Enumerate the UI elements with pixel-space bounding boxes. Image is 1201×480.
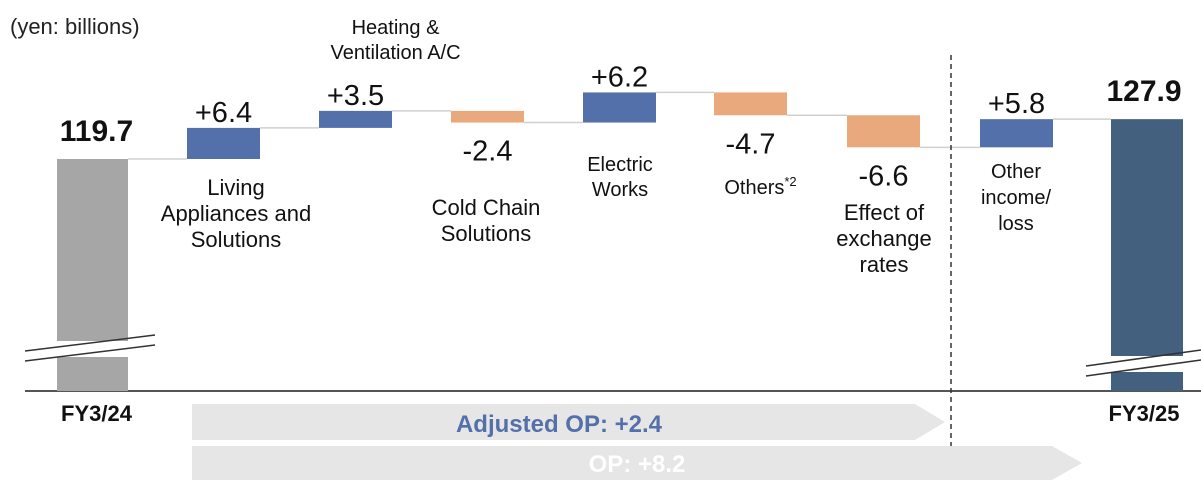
value-label-4: +6.2 — [591, 61, 648, 93]
value-label-3: -2.4 — [463, 136, 513, 168]
bar-step-4 — [583, 92, 656, 123]
value-label-7: +5.8 — [988, 88, 1045, 120]
x-label-end: FY3/25 — [1109, 401, 1180, 426]
category-label-4: Electric Works — [587, 154, 653, 201]
bar-step-3 — [451, 110, 524, 123]
unit-label: (yen: billions) — [10, 14, 140, 39]
category-label-7: Other income/loss — [981, 161, 1051, 235]
category-label-2: Heating & Ventilation A/C — [330, 17, 460, 64]
bar-step-1 — [187, 127, 260, 159]
summary-arrows: Adjusted OP: +2.4 OP: +8.2 — [192, 404, 1082, 480]
value-label-5: -4.7 — [726, 128, 776, 160]
break-mark-start-b — [24, 344, 156, 362]
category-label-6: Effect of exchange rates — [836, 200, 931, 277]
value-label-end: 127.9 — [1106, 75, 1181, 108]
adjusted-op-label: Adjusted OP: +2.4 — [456, 411, 663, 438]
break-mark-start-a — [24, 334, 156, 352]
value-label-1: +6.4 — [195, 97, 252, 129]
op-arrow — [192, 446, 1082, 480]
value-label-start: 119.7 — [60, 115, 133, 148]
bar-end — [1111, 119, 1183, 391]
value-label-6: -6.6 — [859, 160, 909, 192]
labels-layer: 119.7 FY3/24 +6.4 +3.5 -2.4 +6.2 -4.7 -6.6 +5.8 1… — [60, 17, 1182, 426]
bar-step-5 — [714, 92, 787, 116]
x-label-start: FY3/24 — [61, 401, 133, 426]
bar-step-6 — [847, 115, 920, 148]
bar-step-2 — [319, 110, 392, 128]
break-mark-end-a — [1085, 349, 1201, 367]
category-label-1: Living Appliances and Solutions — [161, 175, 311, 252]
op-label: OP: +8.2 — [589, 451, 686, 478]
category-label-3: Cold Chain Solutions — [432, 195, 541, 246]
adjusted-op-arrow — [192, 404, 945, 440]
bars-layer — [24, 55, 1201, 462]
bar-step-7 — [980, 119, 1053, 148]
category-label-5: Others*2 — [724, 174, 796, 199]
break-mark-end-b — [1085, 359, 1201, 377]
value-label-2: +3.5 — [327, 80, 384, 112]
